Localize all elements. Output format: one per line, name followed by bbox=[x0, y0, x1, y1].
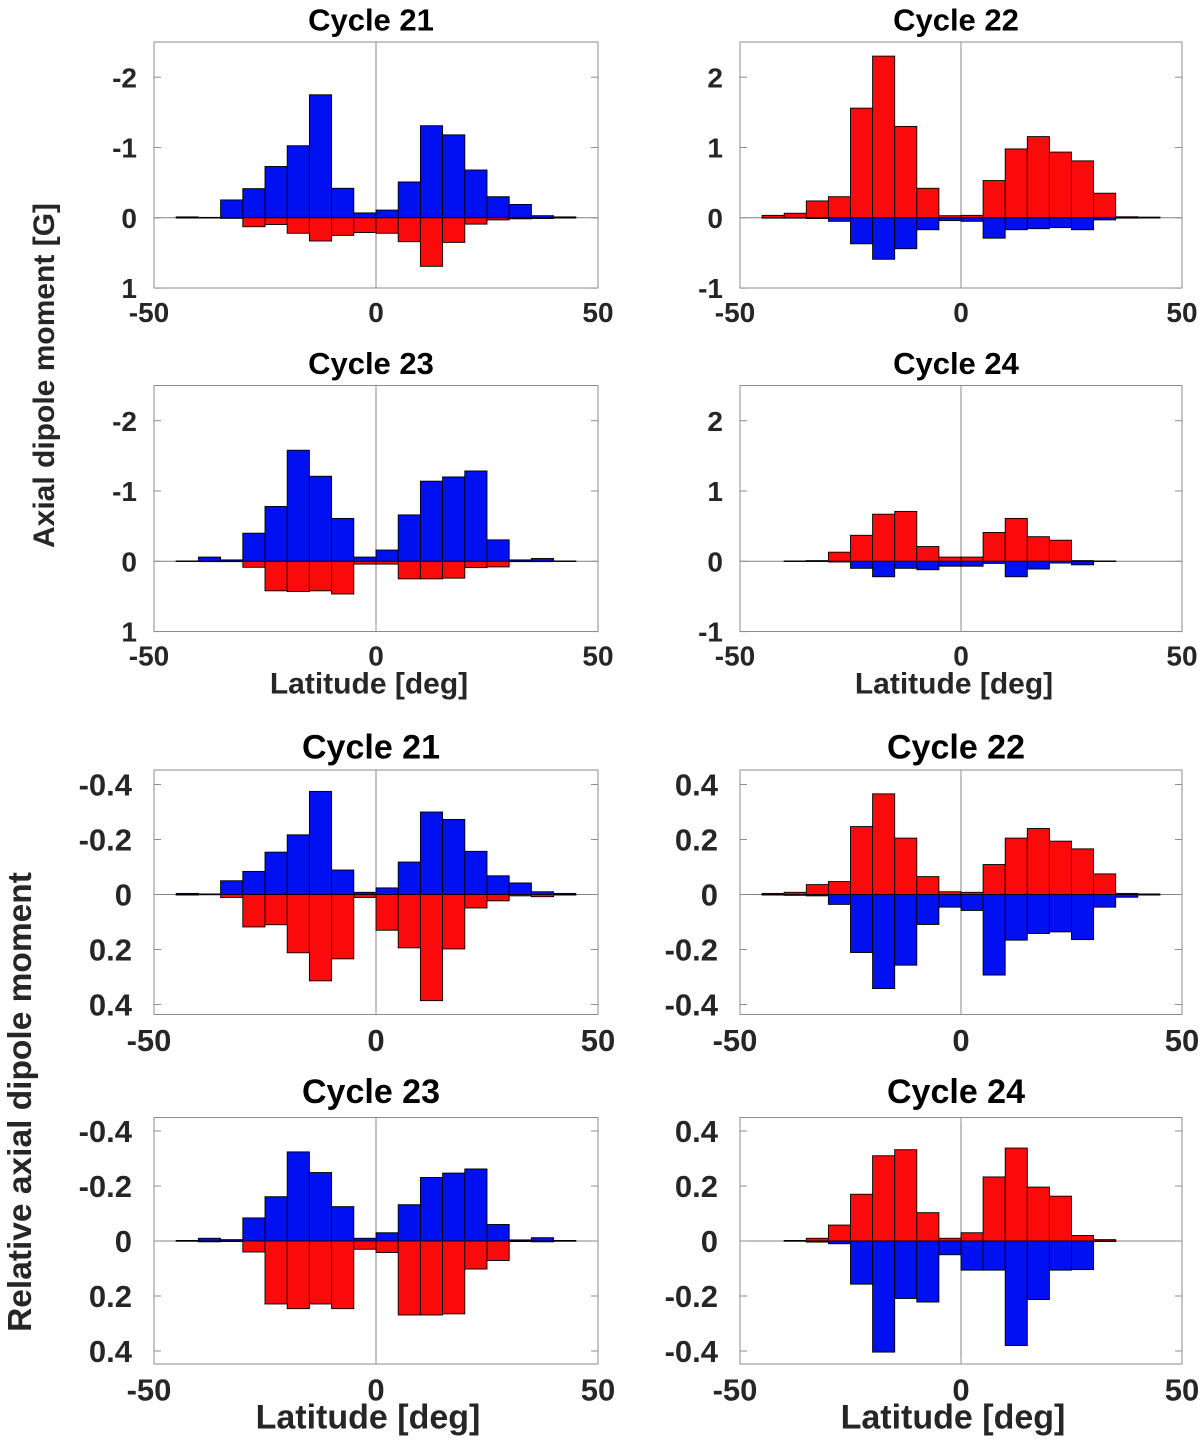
svg-text:-50: -50 bbox=[713, 1023, 758, 1058]
svg-text:Latitude [deg]: Latitude [deg] bbox=[855, 668, 1053, 701]
svg-text:1: 1 bbox=[121, 273, 137, 304]
svg-text:0: 0 bbox=[952, 1023, 969, 1058]
svg-text:50: 50 bbox=[581, 1023, 615, 1058]
svg-text:2: 2 bbox=[707, 406, 723, 437]
svg-text:0: 0 bbox=[701, 878, 718, 913]
svg-text:Cycle 22: Cycle 22 bbox=[887, 729, 1025, 767]
svg-text:-50: -50 bbox=[713, 1372, 758, 1407]
svg-text:0: 0 bbox=[115, 878, 132, 913]
svg-text:0: 0 bbox=[701, 1224, 718, 1259]
svg-text:Cycle 24: Cycle 24 bbox=[893, 346, 1020, 381]
svg-text:Latitude [deg]: Latitude [deg] bbox=[256, 1399, 481, 1437]
svg-text:50: 50 bbox=[1165, 1372, 1199, 1407]
svg-text:-50: -50 bbox=[127, 1023, 172, 1058]
svg-text:-2: -2 bbox=[112, 406, 137, 437]
svg-text:0: 0 bbox=[121, 203, 137, 234]
svg-text:0.2: 0.2 bbox=[89, 1279, 132, 1314]
svg-text:2: 2 bbox=[707, 62, 723, 93]
svg-text:1: 1 bbox=[707, 476, 723, 507]
svg-text:1: 1 bbox=[707, 133, 723, 164]
svg-text:-0.4: -0.4 bbox=[665, 1334, 719, 1369]
svg-text:-50: -50 bbox=[129, 641, 169, 672]
svg-text:-0.2: -0.2 bbox=[665, 933, 718, 968]
svg-text:Cycle 24: Cycle 24 bbox=[887, 1073, 1025, 1111]
svg-text:0: 0 bbox=[952, 1372, 969, 1407]
svg-text:Latitude [deg]: Latitude [deg] bbox=[270, 668, 468, 701]
svg-text:-0.4: -0.4 bbox=[79, 768, 133, 803]
svg-text:0.4: 0.4 bbox=[675, 1114, 719, 1149]
svg-text:0: 0 bbox=[368, 297, 384, 328]
svg-text:Relative axial dipole moment: Relative axial dipole moment bbox=[2, 872, 39, 1332]
svg-text:Cycle 22: Cycle 22 bbox=[893, 3, 1019, 38]
svg-text:0: 0 bbox=[368, 641, 384, 672]
svg-text:50: 50 bbox=[582, 641, 613, 672]
svg-text:-0.2: -0.2 bbox=[79, 1169, 132, 1204]
svg-text:-1: -1 bbox=[112, 133, 137, 164]
svg-text:0: 0 bbox=[367, 1372, 384, 1407]
svg-text:0: 0 bbox=[367, 1023, 384, 1058]
svg-text:-50: -50 bbox=[129, 297, 169, 328]
svg-text:-50: -50 bbox=[715, 297, 755, 328]
svg-text:0: 0 bbox=[953, 641, 969, 672]
svg-text:50: 50 bbox=[582, 297, 613, 328]
svg-text:0: 0 bbox=[953, 297, 969, 328]
svg-text:0.4: 0.4 bbox=[89, 1334, 133, 1369]
svg-text:0: 0 bbox=[707, 546, 723, 577]
svg-text:50: 50 bbox=[1166, 641, 1197, 672]
svg-text:0.2: 0.2 bbox=[675, 1169, 718, 1204]
svg-text:-2: -2 bbox=[112, 62, 137, 93]
svg-text:-1: -1 bbox=[698, 617, 723, 648]
svg-text:0: 0 bbox=[115, 1224, 132, 1259]
svg-text:0: 0 bbox=[707, 203, 723, 234]
svg-text:0.4: 0.4 bbox=[89, 988, 133, 1023]
svg-text:Latitude [deg]: Latitude [deg] bbox=[841, 1399, 1066, 1437]
svg-text:0: 0 bbox=[121, 546, 137, 577]
svg-text:-0.2: -0.2 bbox=[79, 823, 132, 858]
svg-text:-50: -50 bbox=[127, 1372, 172, 1407]
svg-text:-0.4: -0.4 bbox=[79, 1114, 133, 1149]
svg-text:-1: -1 bbox=[112, 476, 137, 507]
svg-text:1: 1 bbox=[121, 617, 137, 648]
svg-text:Cycle 21: Cycle 21 bbox=[302, 729, 440, 767]
svg-text:Cycle 23: Cycle 23 bbox=[308, 346, 434, 381]
svg-text:-0.4: -0.4 bbox=[665, 988, 719, 1023]
svg-text:-0.2: -0.2 bbox=[665, 1279, 718, 1314]
svg-text:Cycle 23: Cycle 23 bbox=[302, 1073, 440, 1111]
svg-text:0.2: 0.2 bbox=[89, 933, 132, 968]
svg-text:0.2: 0.2 bbox=[675, 823, 718, 858]
svg-text:50: 50 bbox=[581, 1372, 615, 1407]
svg-text:0.4: 0.4 bbox=[675, 768, 719, 803]
svg-text:Cycle 21: Cycle 21 bbox=[308, 3, 434, 38]
svg-text:-50: -50 bbox=[715, 641, 755, 672]
svg-text:50: 50 bbox=[1165, 1023, 1199, 1058]
svg-text:50: 50 bbox=[1166, 297, 1197, 328]
svg-text:-1: -1 bbox=[698, 273, 723, 304]
svg-text:Axial dipole moment [G]: Axial dipole moment [G] bbox=[28, 203, 61, 548]
